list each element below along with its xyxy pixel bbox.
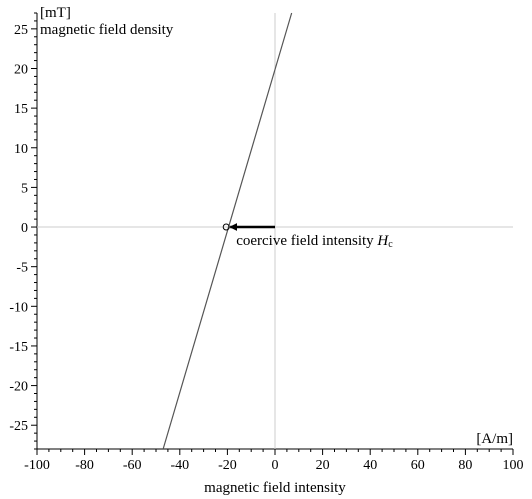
y-tick-label: 20	[14, 62, 28, 77]
y-tick-label: -20	[9, 380, 28, 395]
x-tick-label: -40	[170, 458, 189, 473]
x-tick-label: 20	[316, 458, 330, 473]
x-tick-label: -60	[123, 458, 142, 473]
series-layer	[162, 12, 293, 450]
x-tick-label: 80	[458, 458, 472, 473]
y-tick-label: -10	[9, 300, 28, 315]
annotation-subscript: c	[388, 239, 393, 250]
x-tick-label: 100	[503, 458, 524, 473]
annotation: coercive field intensity Hc	[222, 223, 393, 250]
y-tick-label: 0	[21, 221, 28, 236]
bh-curve-line	[162, 12, 293, 450]
y-tick-label: 5	[21, 181, 28, 196]
y-tick-label: -25	[9, 419, 28, 434]
coercive-annotation-text: coercive field intensity Hc	[236, 233, 393, 250]
y-tick-label: 10	[14, 142, 28, 157]
x-axis-unit: [A/m]	[476, 431, 513, 447]
x-tick-label: -100	[24, 458, 50, 473]
x-axis-label: magnetic field intensity	[204, 480, 346, 496]
y-axis-unit: [mT]	[40, 5, 71, 21]
y-ticks: -25 -20 -15 -10 -5 0 5 10 15 20 25	[9, 12, 37, 450]
x-tick-label: 40	[363, 458, 377, 473]
x-ticks: -100 -80 -60 -40 -20 0 20 40 60 80 100	[24, 449, 524, 473]
axes	[36, 13, 513, 450]
y-tick-label: 25	[14, 23, 28, 38]
y-tick-label: 15	[14, 102, 28, 117]
x-tick-label: -80	[75, 458, 94, 473]
x-tick-label: -20	[218, 458, 237, 473]
coercive-point-marker	[222, 223, 230, 231]
y-axis-label: magnetic field density	[40, 22, 174, 38]
x-tick-label: 60	[411, 458, 425, 473]
y-tick-label: -5	[16, 261, 28, 276]
annotation-label: coercive field intensity	[236, 233, 377, 249]
annotation-symbol: H	[376, 233, 389, 249]
y-tick-label: -15	[9, 340, 28, 355]
x-tick-label: 0	[272, 458, 279, 473]
